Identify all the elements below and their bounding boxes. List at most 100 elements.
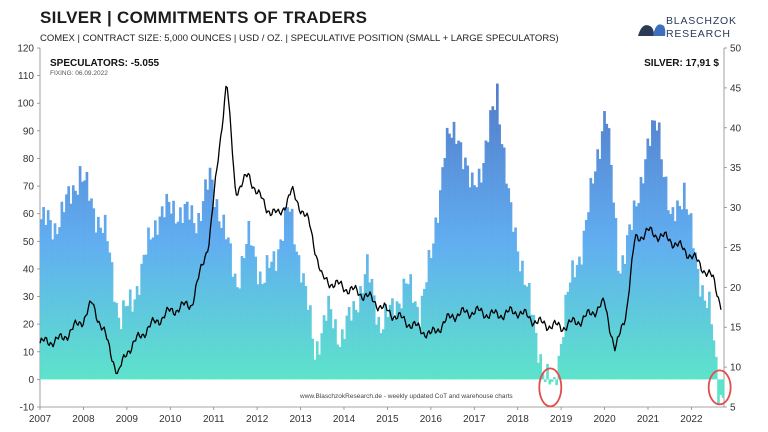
- position-bar: [669, 213, 672, 380]
- position-bar: [299, 282, 303, 380]
- position-bar: [480, 182, 483, 380]
- position-bar: [436, 222, 440, 380]
- position-bar: [393, 318, 397, 380]
- position-bar: [215, 199, 219, 380]
- right-tick-label: 30: [730, 203, 742, 214]
- position-bar: [213, 207, 216, 380]
- position-bar: [553, 377, 556, 380]
- position-bar: [62, 212, 66, 380]
- position-bar: [352, 301, 356, 380]
- position-bar: [566, 291, 570, 380]
- position-bar: [375, 324, 378, 380]
- position-bar: [548, 379, 552, 385]
- position-bar: [461, 169, 465, 380]
- bars-layer: [40, 83, 725, 405]
- position-bar: [555, 379, 558, 386]
- position-bar: [589, 177, 593, 380]
- position-bar: [160, 206, 164, 380]
- position-bar: [149, 239, 153, 380]
- position-bar: [477, 168, 481, 380]
- position-bar: [336, 344, 340, 380]
- position-bar: [457, 140, 460, 380]
- x-tick-label: 2018: [507, 414, 530, 425]
- position-bar: [516, 251, 520, 380]
- x-tick-label: 2019: [550, 414, 573, 425]
- position-bar: [721, 379, 725, 398]
- position-bar: [418, 326, 422, 380]
- position-bar: [140, 263, 143, 380]
- position-bar: [350, 320, 353, 380]
- position-bar: [188, 219, 191, 380]
- position-bar: [473, 185, 476, 380]
- right-tick-label: 45: [730, 83, 742, 94]
- position-bar: [386, 317, 390, 380]
- position-bar: [272, 251, 276, 380]
- x-tick-label: 2011: [203, 414, 225, 425]
- right-tick-label: 25: [730, 243, 742, 254]
- position-bar: [151, 237, 155, 380]
- position-bar: [701, 285, 704, 380]
- position-bar: [534, 332, 538, 380]
- position-bar: [582, 230, 586, 380]
- position-bar: [359, 286, 362, 380]
- position-bar: [58, 227, 61, 380]
- position-bar: [195, 233, 198, 380]
- chart-subtitle: COMEX | CONTRACT SIZE: 5,000 OUNCES | US…: [40, 33, 559, 44]
- position-bar: [443, 158, 447, 380]
- position-bar: [106, 241, 109, 380]
- position-bar: [509, 202, 513, 380]
- position-bar: [687, 214, 691, 380]
- position-bar: [78, 166, 82, 380]
- position-bar: [573, 277, 577, 380]
- position-bar: [578, 256, 581, 380]
- position-bar: [233, 273, 237, 380]
- position-bar: [158, 216, 162, 380]
- left-tick-label: -10: [20, 403, 35, 414]
- position-bar: [646, 138, 650, 380]
- position-bar: [498, 124, 501, 380]
- position-bar: [124, 306, 128, 380]
- position-bar: [334, 319, 337, 380]
- position-bar: [525, 286, 529, 380]
- position-bar: [416, 306, 419, 380]
- position-bar: [252, 246, 255, 380]
- position-bar: [249, 245, 253, 380]
- silver-price-line: [39, 85, 722, 375]
- position-bar: [279, 239, 283, 380]
- position-bar: [689, 213, 693, 380]
- position-bar: [42, 207, 45, 380]
- x-tick-label: 2013: [289, 414, 312, 425]
- position-bar: [363, 274, 367, 380]
- logo-icon: [638, 24, 666, 36]
- position-bar: [165, 193, 169, 380]
- right-tick-label: 35: [730, 163, 742, 174]
- position-bar: [176, 221, 180, 380]
- left-tick-label: 0: [28, 375, 34, 386]
- position-bar: [354, 309, 358, 380]
- left-tick-label: 40: [23, 264, 35, 275]
- position-bar: [318, 354, 321, 380]
- position-bar: [705, 308, 709, 380]
- position-bar: [115, 302, 118, 380]
- position-bar: [206, 189, 210, 380]
- position-bar: [268, 267, 271, 380]
- position-bar: [377, 316, 381, 380]
- position-bar: [678, 205, 682, 380]
- position-bar: [258, 271, 262, 380]
- position-bar: [427, 249, 431, 380]
- position-bar: [434, 217, 438, 380]
- position-bar: [185, 201, 189, 380]
- position-bar: [521, 260, 524, 380]
- position-bar: [482, 162, 485, 380]
- position-bar: [67, 186, 71, 380]
- position-bar: [297, 255, 301, 380]
- position-bar: [231, 276, 235, 380]
- position-bar: [395, 301, 399, 380]
- highlight-circle-2022: [707, 369, 732, 406]
- position-bar: [402, 278, 406, 380]
- position-bar: [648, 145, 652, 380]
- axes-layer: -10 0 10 20 30 40 50 60 70 80 90 100 110 120 5 10 15 20 25…: [17, 44, 741, 426]
- position-bar: [710, 324, 713, 380]
- position-bar: [507, 188, 511, 380]
